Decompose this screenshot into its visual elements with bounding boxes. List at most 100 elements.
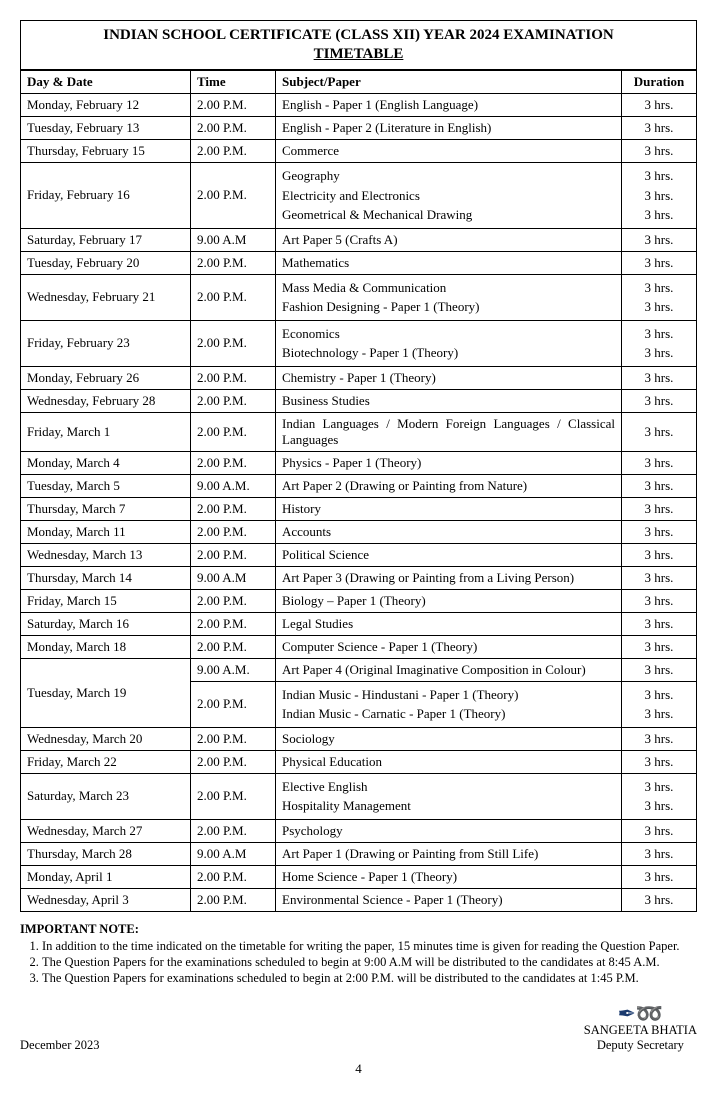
table-row: Saturday, March 162.00 P.M.Legal Studies… [21, 612, 697, 635]
title-line1: INDIAN SCHOOL CERTIFICATE (CLASS XII) YE… [29, 27, 688, 44]
signature-title: Deputy Secretary [584, 1038, 697, 1053]
cell-time: 2.00 P.M. [191, 412, 276, 451]
cell-subject: English - Paper 2 (Literature in English… [276, 117, 622, 140]
table-row: Thursday, March 72.00 P.M.History3 hrs. [21, 497, 697, 520]
table-row: Wednesday, March 272.00 P.M.Psychology3 … [21, 819, 697, 842]
cell-subject: Computer Science - Paper 1 (Theory) [276, 635, 622, 658]
cell-time: 2.00 P.M. [191, 543, 276, 566]
cell-day: Saturday, March 23 [21, 773, 191, 819]
cell-subject: English - Paper 1 (English Language) [276, 94, 622, 117]
cell-subject: Art Paper 3 (Drawing or Painting from a … [276, 566, 622, 589]
cell-duration: 3 hrs.3 hrs. [622, 274, 697, 320]
cell-day: Tuesday, March 19 [21, 658, 191, 727]
cell-day: Tuesday, February 13 [21, 117, 191, 140]
table-row: Tuesday, March 59.00 A.M.Art Paper 2 (Dr… [21, 474, 697, 497]
cell-duration: 3 hrs. [622, 612, 697, 635]
cell-duration: 3 hrs. [622, 94, 697, 117]
cell-subject: Home Science - Paper 1 (Theory) [276, 865, 622, 888]
cell-time: 2.00 P.M. [191, 681, 276, 727]
cell-day: Wednesday, March 20 [21, 727, 191, 750]
cell-subject: Political Science [276, 543, 622, 566]
cell-subject: Commerce [276, 140, 622, 163]
table-row: Friday, March 152.00 P.M.Biology – Paper… [21, 589, 697, 612]
table-row: Thursday, March 149.00 A.MArt Paper 3 (D… [21, 566, 697, 589]
cell-time: 2.00 P.M. [191, 612, 276, 635]
cell-duration: 3 hrs. [622, 635, 697, 658]
cell-day: Thursday, March 14 [21, 566, 191, 589]
cell-time: 2.00 P.M. [191, 819, 276, 842]
cell-subject: Physics - Paper 1 (Theory) [276, 451, 622, 474]
cell-day: Monday, April 1 [21, 865, 191, 888]
document-container: INDIAN SCHOOL CERTIFICATE (CLASS XII) YE… [20, 20, 697, 1077]
cell-day: Saturday, March 16 [21, 612, 191, 635]
cell-day: Tuesday, February 20 [21, 251, 191, 274]
note-item: The Question Papers for examinations sch… [42, 971, 697, 986]
cell-time: 9.00 A.M. [191, 474, 276, 497]
cell-time: 2.00 P.M. [191, 389, 276, 412]
header-time: Time [191, 71, 276, 94]
table-row: Monday, March 42.00 P.M.Physics - Paper … [21, 451, 697, 474]
cell-time: 9.00 A.M [191, 228, 276, 251]
cell-subject: History [276, 497, 622, 520]
cell-day: Tuesday, March 5 [21, 474, 191, 497]
cell-duration: 3 hrs. [622, 497, 697, 520]
footer: December 2023 ✒➿ SANGEETA BHATIA Deputy … [20, 1001, 697, 1053]
cell-duration: 3 hrs. [622, 727, 697, 750]
table-row: Friday, February 162.00 P.M.GeographyEle… [21, 163, 697, 229]
cell-duration: 3 hrs.3 hrs. [622, 681, 697, 727]
header-duration: Duration [622, 71, 697, 94]
notes-section: IMPORTANT NOTE: In addition to the time … [20, 922, 697, 986]
cell-time: 2.00 P.M. [191, 773, 276, 819]
notes-list: In addition to the time indicated on the… [20, 939, 697, 986]
header-row: Day & Date Time Subject/Paper Duration [21, 71, 697, 94]
cell-subject: Art Paper 2 (Drawing or Painting from Na… [276, 474, 622, 497]
cell-duration: 3 hrs. [622, 451, 697, 474]
cell-time: 2.00 P.M. [191, 750, 276, 773]
cell-day: Monday, March 11 [21, 520, 191, 543]
cell-subject: Chemistry - Paper 1 (Theory) [276, 366, 622, 389]
cell-time: 2.00 P.M. [191, 117, 276, 140]
table-row: Monday, February 262.00 P.M.Chemistry - … [21, 366, 697, 389]
table-row: Saturday, March 232.00 P.M.Elective Engl… [21, 773, 697, 819]
cell-duration: 3 hrs. [622, 520, 697, 543]
cell-duration: 3 hrs. [622, 888, 697, 911]
cell-duration: 3 hrs. [622, 842, 697, 865]
cell-day: Friday, February 23 [21, 320, 191, 366]
cell-subject: Indian Music - Hindustani - Paper 1 (The… [276, 681, 622, 727]
header-day: Day & Date [21, 71, 191, 94]
cell-subject: Sociology [276, 727, 622, 750]
cell-time: 9.00 A.M [191, 842, 276, 865]
header-subject: Subject/Paper [276, 71, 622, 94]
cell-day: Monday, March 4 [21, 451, 191, 474]
cell-day: Friday, March 1 [21, 412, 191, 451]
cell-day: Saturday, February 17 [21, 228, 191, 251]
cell-time: 2.00 P.M. [191, 865, 276, 888]
table-row: Tuesday, February 132.00 P.M.English - P… [21, 117, 697, 140]
cell-day: Thursday, March 28 [21, 842, 191, 865]
cell-day: Wednesday, March 27 [21, 819, 191, 842]
cell-subject: Mass Media & CommunicationFashion Design… [276, 274, 622, 320]
cell-subject: Art Paper 4 (Original Imaginative Compos… [276, 658, 622, 681]
cell-day: Monday, March 18 [21, 635, 191, 658]
cell-time: 2.00 P.M. [191, 635, 276, 658]
cell-day: Friday, March 15 [21, 589, 191, 612]
cell-day: Monday, February 26 [21, 366, 191, 389]
cell-subject: Elective EnglishHospitality Management [276, 773, 622, 819]
cell-duration: 3 hrs. [622, 658, 697, 681]
table-row: Thursday, February 152.00 P.M.Commerce3 … [21, 140, 697, 163]
table-row: Monday, April 12.00 P.M.Home Science - P… [21, 865, 697, 888]
cell-duration: 3 hrs. [622, 228, 697, 251]
table-row: Friday, March 12.00 P.M.Indian Languages… [21, 412, 697, 451]
title-box: INDIAN SCHOOL CERTIFICATE (CLASS XII) YE… [20, 20, 697, 70]
cell-day: Wednesday, February 21 [21, 274, 191, 320]
cell-subject: Art Paper 5 (Crafts A) [276, 228, 622, 251]
cell-subject: EconomicsBiotechnology - Paper 1 (Theory… [276, 320, 622, 366]
table-row: Wednesday, March 132.00 P.M.Political Sc… [21, 543, 697, 566]
cell-time: 2.00 P.M. [191, 274, 276, 320]
cell-subject: Environmental Science - Paper 1 (Theory) [276, 888, 622, 911]
cell-duration: 3 hrs. [622, 117, 697, 140]
table-row: Tuesday, March 199.00 A.M.Art Paper 4 (O… [21, 658, 697, 681]
cell-duration: 3 hrs.3 hrs. [622, 320, 697, 366]
notes-title: IMPORTANT NOTE: [20, 922, 139, 936]
cell-time: 2.00 P.M. [191, 589, 276, 612]
